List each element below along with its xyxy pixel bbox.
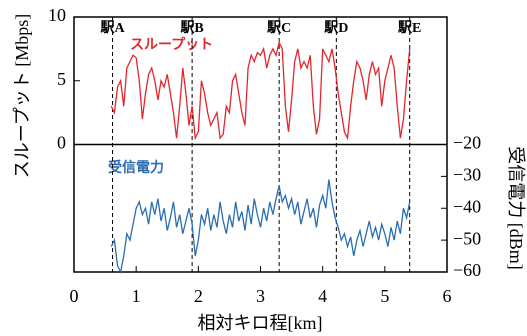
y2-tick-label: −20 <box>453 133 481 153</box>
y2-tick-label: −40 <box>453 196 481 216</box>
series-line <box>110 40 411 141</box>
y-axis-label: スループット [Mbps] <box>12 14 32 178</box>
y-tick-label: 0 <box>57 133 66 153</box>
station-label: 駅D <box>324 20 348 36</box>
station-label: 駅E <box>398 20 421 36</box>
series-label: スループット <box>130 37 213 53</box>
x-tick-label: 6 <box>443 286 452 306</box>
y2-tick-label: −60 <box>453 260 481 280</box>
x-tick-label: 1 <box>132 286 141 306</box>
y2-tick-label: −50 <box>453 228 481 248</box>
x-tick-label: 0 <box>70 286 79 306</box>
x-tick-label: 4 <box>318 286 327 306</box>
y-tick-label: 10 <box>48 5 66 25</box>
station-label: 駅C <box>267 20 291 36</box>
x-tick-label: 3 <box>256 286 265 306</box>
x-axis-label: 相対キロ程[km] <box>198 313 323 333</box>
station-label: 駅A <box>100 20 125 36</box>
series-label: 受信電力 <box>108 159 164 176</box>
y2-axis-label: 受信電力 [dBm] <box>506 146 526 270</box>
x-tick-label: 2 <box>194 286 203 306</box>
station-label: 駅B <box>180 20 203 36</box>
y2-tick-label: −30 <box>453 165 481 185</box>
y-tick-label: 5 <box>57 69 66 89</box>
x-tick-label: 5 <box>380 286 389 306</box>
series-line <box>110 179 411 275</box>
